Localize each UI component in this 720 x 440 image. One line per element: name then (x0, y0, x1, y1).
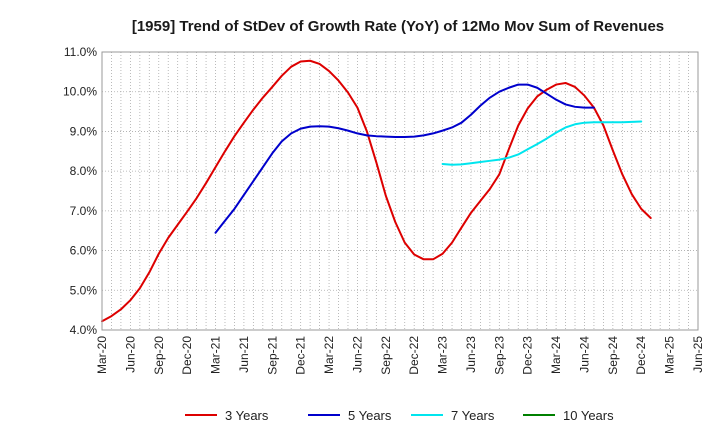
x-tick-label: Sep-20 (152, 336, 166, 375)
chart-title: [1959] Trend of StDev of Growth Rate (Yo… (132, 18, 664, 35)
x-tick-label: Mar-21 (209, 336, 223, 374)
plot-frame (101, 51, 699, 331)
y-tick-label: 5.0% (70, 283, 98, 297)
x-tick-label: Jun-22 (350, 336, 364, 373)
legend-label-5-years: 5 Years (348, 408, 392, 423)
x-tick-label: Jun-21 (237, 336, 251, 373)
x-tick-label: Mar-20 (95, 336, 109, 374)
series-line-5-years (214, 83, 595, 234)
x-tick-label: Mar-23 (436, 336, 450, 374)
x-tick-label: Jun-23 (464, 336, 478, 373)
series-line-7-years (441, 120, 643, 166)
legend-label-3-years: 3 Years (225, 408, 269, 423)
x-tick-label: Dec-24 (634, 336, 648, 375)
legend-label-10-years: 10 Years (563, 408, 614, 423)
plot-area (102, 52, 698, 330)
x-tick-label: Mar-25 (663, 336, 677, 374)
y-tick-label: 4.0% (70, 323, 98, 337)
y-tick-label: 6.0% (70, 244, 98, 258)
x-tick-label: Jun-24 (577, 336, 591, 373)
series-layer (101, 59, 652, 323)
x-tick-label: Dec-23 (521, 336, 535, 375)
legend: 3 Years 5 Years 7 Years 10 Years (185, 408, 614, 423)
x-tick-label: Sep-21 (265, 336, 279, 375)
y-tick-label: 11.0% (64, 45, 97, 59)
x-tick-label: Mar-22 (322, 336, 336, 374)
grid-lines (102, 52, 698, 330)
x-tick-label: Sep-22 (379, 336, 393, 375)
series-line-3-years (101, 59, 652, 323)
y-tick-label: 7.0% (70, 204, 98, 218)
plot-background (102, 52, 698, 330)
y-axis-ticks: 4.0% 5.0% 6.0% 7.0% 8.0% 9.0% 10.0% 11.0% (63, 45, 97, 337)
x-tick-label: Sep-23 (492, 336, 506, 375)
y-tick-label: 10.0% (63, 85, 97, 99)
x-tick-label: Dec-21 (294, 336, 308, 375)
x-tick-label: Dec-22 (407, 336, 421, 375)
x-tick-label: Sep-24 (606, 336, 620, 375)
x-tick-label: Mar-24 (549, 336, 563, 374)
y-tick-label: 9.0% (70, 124, 98, 138)
x-tick-label: Jun-25 (691, 336, 705, 373)
x-axis-ticks: Mar-20 Jun-20 Sep-20 Dec-20 Mar-21 Jun-21 Sep-… (95, 336, 705, 375)
x-tick-label: Dec-20 (180, 336, 194, 375)
x-tick-label: Jun-20 (123, 336, 137, 373)
legend-label-7-years: 7 Years (451, 408, 495, 423)
y-tick-label: 8.0% (70, 164, 98, 178)
